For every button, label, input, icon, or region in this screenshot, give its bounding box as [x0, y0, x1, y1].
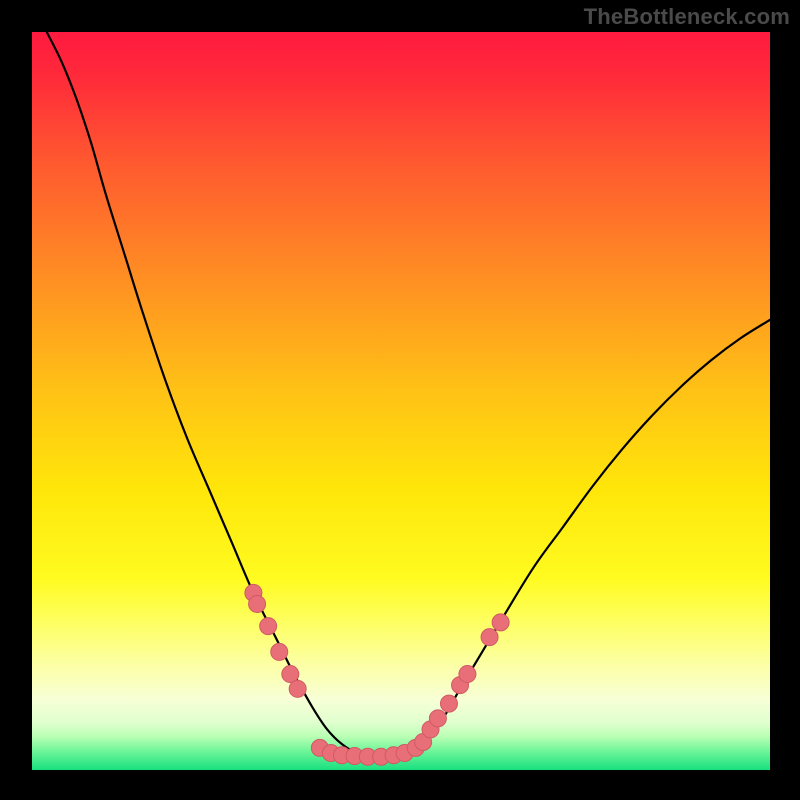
- data-marker: [429, 710, 446, 727]
- data-marker: [260, 618, 277, 635]
- data-marker: [271, 643, 288, 660]
- data-marker: [481, 629, 498, 646]
- data-marker: [492, 614, 509, 631]
- data-marker: [289, 680, 306, 697]
- data-marker: [440, 695, 457, 712]
- bottleneck-chart: [0, 0, 800, 800]
- plot-background: [32, 32, 770, 770]
- data-marker: [249, 595, 266, 612]
- data-marker: [459, 666, 476, 683]
